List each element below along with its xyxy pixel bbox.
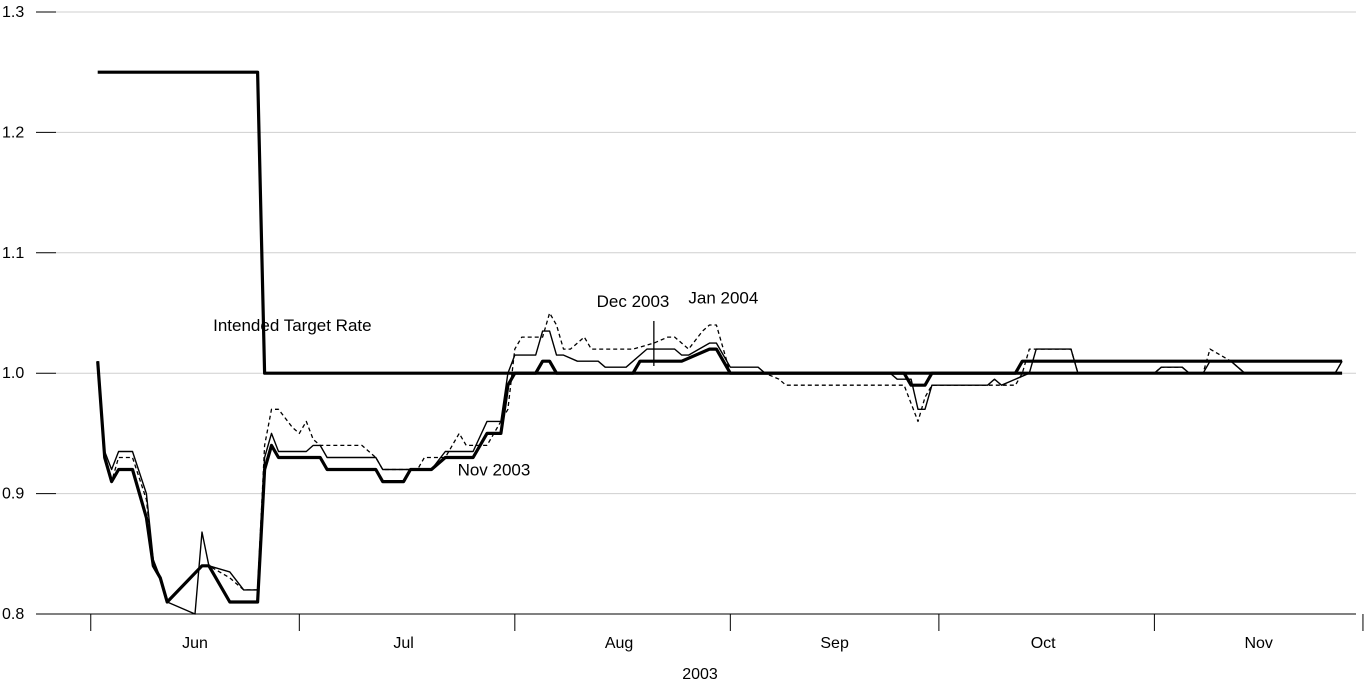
x-axis: Jun Jul Aug Sep Oct Nov <box>56 613 1364 652</box>
y-tick-label: 1.3 <box>2 4 24 21</box>
x-axis-title: 2003 <box>682 666 718 683</box>
y-tick-label: 1.2 <box>2 124 24 141</box>
x-tick-label: Jul <box>393 635 413 652</box>
series-line-4 <box>97 312 1343 603</box>
series-lines <box>96 70 1343 615</box>
y-tick-label: 1.1 <box>2 245 24 262</box>
series-annotation: Nov 2003 <box>458 461 531 480</box>
series-annotation: Intended Target Rate <box>213 316 371 335</box>
series-line-2 <box>96 347 1343 604</box>
x-tick-label: Jun <box>182 635 208 652</box>
y-gridlines <box>56 11 1356 615</box>
y-tick-label: 0.9 <box>2 486 24 503</box>
y-axis: 0.8 0.9 1.0 1.1 1.2 1.3 <box>2 4 56 623</box>
series-annotation: Dec 2003 <box>597 292 670 311</box>
y-tick-label: 1.0 <box>2 365 24 382</box>
series-annotations: Intended Target Rate Dec 2003 Jan 2004 Nov … <box>213 288 758 479</box>
x-tick-label: Nov <box>1244 635 1272 652</box>
x-tick-label: Oct <box>1031 635 1056 652</box>
x-tick-label: Sep <box>820 635 849 652</box>
series-annotation: Jan 2004 <box>688 288 758 307</box>
x-tick-label: Aug <box>605 635 633 652</box>
y-tick-label: 0.8 <box>2 606 24 623</box>
